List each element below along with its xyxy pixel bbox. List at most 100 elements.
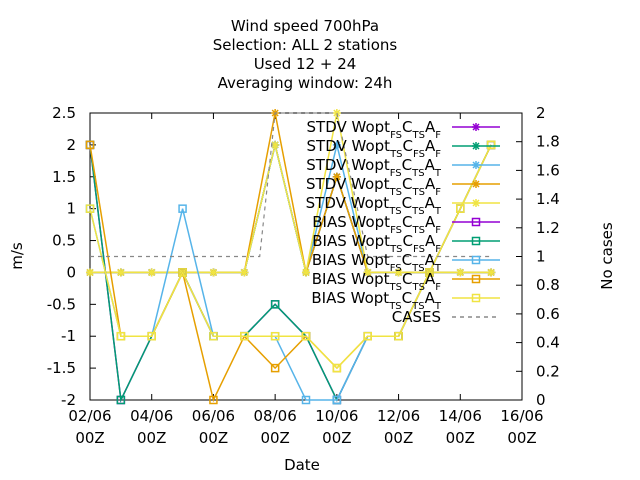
y-axis-label: m/s — [8, 242, 26, 270]
data-point — [209, 331, 218, 341]
title-line: Wind speed 700hPa — [231, 17, 379, 35]
series-line — [90, 112, 492, 258]
y-tick-label: 2 — [66, 136, 76, 154]
x-tick-label: 14/06 — [439, 407, 482, 425]
x-tick-label: 00Z — [75, 429, 104, 447]
data-point — [394, 331, 403, 341]
data-point — [301, 331, 311, 341]
data-point — [270, 331, 280, 341]
data-point — [486, 140, 496, 150]
legend-label: BIAS WoptFSCTSAF — [312, 213, 441, 236]
data-point — [147, 268, 156, 277]
legend-item: BIAS WoptFSCTSAF — [312, 213, 500, 236]
data-point — [472, 142, 480, 150]
data-point — [486, 140, 496, 150]
legend-label: STDV WoptFSCTSAT — [306, 156, 442, 179]
title-line: Averaging window: 24h — [218, 74, 393, 92]
x-tick-label: 00Z — [384, 429, 413, 447]
series-line — [89, 144, 492, 370]
data-point — [116, 331, 126, 341]
legend-item: BIAS WoptFSCTSAT — [312, 251, 500, 274]
data-point — [471, 236, 481, 246]
y2-tick-label: 2 — [536, 104, 546, 122]
y-tick-label: -0.5 — [47, 295, 76, 313]
legend-item: BIAS WoptTSCTSAT — [311, 289, 500, 312]
series-bias5 — [85, 140, 496, 373]
data-point — [332, 363, 342, 373]
x-axis: 02/06 00Z 04/06 00Z 06/06 00Z 08/06 00Z 10/06 00Z… — [68, 113, 544, 447]
data-point — [332, 395, 342, 405]
y-tick-label: -2 — [61, 391, 76, 409]
data-point — [270, 300, 280, 309]
data-point — [147, 331, 156, 341]
x-tick-label: 10/06 — [315, 407, 358, 425]
data-point — [116, 268, 125, 277]
data-point — [178, 268, 187, 277]
data-point — [363, 268, 372, 277]
y-tick-label: 1.5 — [52, 168, 76, 186]
x-tick-label: 04/06 — [130, 407, 173, 425]
legend-label: STDV WoptFSCTSAF — [307, 118, 442, 141]
series-cases — [90, 112, 492, 258]
data-point — [394, 268, 403, 277]
legend-item: STDV WoptTSCFSAF — [307, 137, 500, 160]
legend-label: STDV WoptTSCTSAF — [306, 175, 441, 198]
data-point — [487, 268, 496, 277]
series-stdv5 — [86, 109, 496, 277]
data-point — [240, 268, 249, 277]
data-point — [471, 217, 481, 227]
data-point — [85, 204, 95, 213]
y2-axis: 0 0.2 0.4 0.6 0.8 1 1.2 1.4 1.6 1.8 2 — [516, 104, 560, 409]
legend-item: BIAS WoptTSCTSAF — [312, 270, 500, 293]
y-tick-label: -1 — [61, 327, 76, 345]
y-axis: -2 -1.5 -1 -0.5 0 0.5 1 1.5 2 2.5 — [47, 104, 96, 409]
y-tick-label: 1 — [66, 200, 76, 218]
data-point — [363, 331, 372, 341]
legend-item: STDV WoptTSCTSAT — [306, 194, 500, 217]
y2-tick-label: 0.2 — [536, 362, 560, 380]
data-point — [85, 140, 95, 150]
data-point — [425, 268, 434, 277]
legend-label: CASES — [392, 308, 441, 326]
y-tick-label: 2.5 — [52, 104, 76, 122]
data-point — [471, 293, 481, 303]
legend-label: BIAS WoptFSCTSAT — [312, 251, 442, 274]
data-point — [209, 268, 218, 277]
x-tick-label: 16/06 — [500, 407, 543, 425]
data-point — [332, 109, 341, 117]
legend-item: STDV WoptFSCTSAF — [307, 118, 500, 141]
legend-item: STDV WoptFSCTSAT — [306, 156, 500, 179]
y-tick-label: 0 — [66, 263, 76, 281]
x-tick-label: 00Z — [260, 429, 289, 447]
y2-tick-label: 1.4 — [536, 190, 560, 208]
series-line — [90, 112, 492, 274]
data-point — [301, 395, 311, 405]
data-point — [486, 140, 496, 150]
data-point — [209, 395, 218, 405]
y2-tick-label: 0.8 — [536, 276, 560, 294]
y2-tick-label: 1.2 — [536, 219, 560, 237]
y2-tick-label: 1.8 — [536, 133, 560, 151]
legend-label: STDV WoptTSCTSAT — [306, 194, 442, 217]
data-point — [472, 180, 480, 188]
data-point — [456, 268, 465, 277]
x-tick-label: 00Z — [507, 429, 536, 447]
y2-tick-label: 1.6 — [536, 161, 560, 179]
y2-tick-label: 0.6 — [536, 305, 560, 323]
legend-item: CASES — [392, 308, 500, 326]
x-tick-label: 02/06 — [68, 407, 111, 425]
data-point — [486, 140, 496, 150]
legend-label: BIAS WoptTSCFSAF — [312, 232, 441, 255]
x-tick-label: 00Z — [137, 429, 166, 447]
y2-tick-label: 0 — [536, 391, 546, 409]
x-tick-label: 12/06 — [377, 407, 420, 425]
data-point — [332, 172, 341, 181]
data-point — [86, 268, 94, 277]
data-point — [486, 140, 496, 150]
title-line: Selection: ALL 2 stations — [213, 36, 398, 54]
y-tick-label: -1.5 — [47, 359, 76, 377]
